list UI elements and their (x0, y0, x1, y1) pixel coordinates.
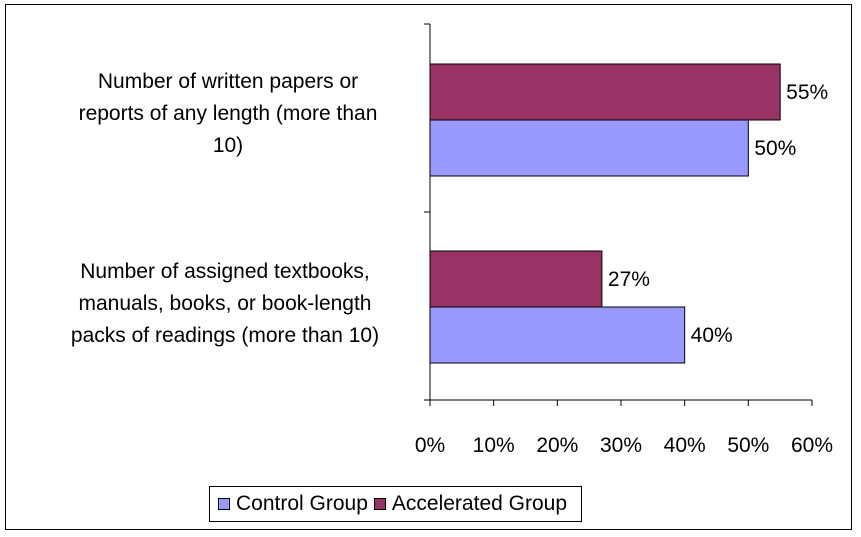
bar-accelerated-group (429, 250, 603, 308)
category-label-line: 10) (212, 134, 244, 157)
data-label: 40% (691, 324, 733, 347)
data-label: 27% (608, 268, 650, 291)
category-label-line: Number of written papers or (97, 70, 359, 93)
x-tick-label: 50% (727, 434, 769, 457)
bar-accelerated-group (429, 63, 781, 121)
x-tick-label: 20% (536, 434, 578, 457)
category-label-line: packs of readings (more than 10) (70, 324, 380, 347)
x-tick-label: 40% (664, 434, 706, 457)
category-label-line: manuals, books, or book-length (78, 292, 372, 315)
x-tick-label: 10% (473, 434, 515, 457)
x-tick-label: 60% (791, 434, 833, 457)
legend-swatch-control (218, 498, 230, 510)
category-label-line: Number of assigned textbooks, (80, 260, 370, 283)
legend-swatch-accelerated (373, 498, 386, 510)
legend-item-accelerated: Accelerated Group (373, 492, 568, 516)
data-label: 50% (754, 137, 796, 160)
x-tick-label: 0% (415, 434, 445, 457)
legend-label-accelerated: Accelerated Group (391, 492, 568, 515)
data-label: 55% (786, 81, 828, 104)
legend-label-control: Control Group (236, 492, 368, 515)
category-label-line: reports of any length (more than (78, 102, 378, 125)
legend: Control Group Accelerated Group (209, 486, 583, 522)
bar-control-group (429, 306, 686, 364)
category-label-written-papers: Number of written papers or reports of a… (33, 66, 423, 162)
bar-control-group (429, 119, 749, 177)
category-label-textbooks: Number of assigned textbooks, manuals, b… (30, 256, 420, 352)
legend-item-control: Control Group (218, 492, 368, 516)
x-tick-label: 30% (600, 434, 642, 457)
